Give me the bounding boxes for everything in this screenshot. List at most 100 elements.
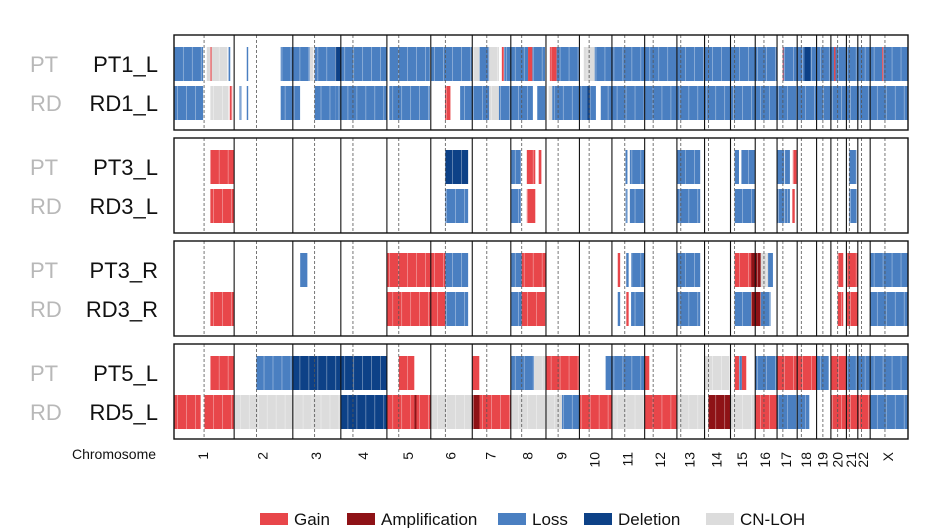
segment-gap — [757, 356, 758, 390]
segment-gap — [721, 356, 722, 390]
segment-gap — [802, 150, 803, 184]
segment-gap — [505, 47, 507, 81]
segment-gap — [634, 189, 636, 223]
segment-gap — [505, 150, 507, 184]
segment-gap — [239, 292, 241, 326]
segment-gap — [828, 47, 830, 81]
row-sample-label: PT1_L — [93, 52, 158, 77]
segment-gap — [706, 292, 708, 326]
segment-amp — [708, 395, 731, 429]
segment-gap — [245, 150, 247, 184]
segment-gap — [793, 253, 794, 287]
segment-cnloh — [510, 395, 546, 429]
segment-loss — [730, 47, 756, 81]
segment-loss — [617, 292, 621, 326]
segment-gap — [425, 356, 426, 390]
segment-gap — [491, 86, 492, 120]
segment-gap — [643, 189, 645, 223]
segment-loss — [246, 47, 249, 81]
legend-label: Loss — [532, 510, 568, 528]
segment-gap — [383, 86, 385, 120]
segment-gap — [380, 356, 381, 390]
segment-gap — [837, 356, 839, 390]
segment-loss — [704, 47, 731, 81]
segment-gap — [721, 47, 722, 81]
segment-gap — [320, 189, 322, 223]
segment-gain — [792, 150, 797, 184]
segment-gap — [514, 356, 516, 390]
segment-gap — [685, 253, 686, 287]
segment-gap — [461, 47, 462, 81]
segment-gap — [275, 189, 277, 223]
segment-gap — [401, 292, 403, 326]
segment-loss — [738, 356, 742, 390]
segment-gap — [437, 395, 438, 429]
segment-gap — [284, 86, 286, 120]
segment-gap — [398, 253, 399, 287]
segment-gap — [733, 292, 735, 326]
segment-gap — [805, 395, 806, 429]
segment-gap — [425, 47, 426, 81]
segment-gap — [751, 86, 752, 120]
segment-gap — [437, 86, 438, 120]
segment-gap — [434, 150, 435, 184]
segment-gap — [428, 395, 429, 429]
segment-gap — [401, 86, 403, 120]
segment-cnloh — [534, 356, 546, 390]
segment-gap — [338, 189, 340, 223]
panel-2 — [173, 137, 909, 234]
segment-gap — [828, 150, 830, 184]
segment-gap — [559, 356, 561, 390]
segment-gap — [308, 47, 310, 81]
segment-gap — [604, 150, 606, 184]
segment-gain — [174, 395, 201, 429]
segment-gap — [631, 150, 633, 184]
segment-gap — [416, 356, 417, 390]
row-group-label: PT — [30, 155, 58, 180]
segment-gap — [218, 47, 220, 81]
segment-gap — [679, 189, 681, 223]
segment-gain — [830, 356, 847, 390]
segment-gap — [488, 47, 489, 81]
segment-loss — [870, 253, 908, 287]
segment-gap — [230, 86, 232, 120]
segment-gap — [577, 356, 579, 390]
segment-gap — [437, 189, 438, 223]
segment-gap — [362, 47, 364, 81]
segment-gap — [293, 86, 295, 120]
segment-gap — [500, 292, 501, 326]
segment-gap — [356, 292, 358, 326]
segment-loss — [830, 86, 847, 120]
segment-gap — [329, 86, 331, 120]
segment-gap — [356, 189, 358, 223]
segment-gap — [885, 395, 887, 429]
segment-amp — [472, 395, 480, 429]
segment-gap — [766, 47, 767, 81]
segment-loss — [479, 47, 490, 81]
segment-gap — [407, 356, 408, 390]
segment-gap — [509, 86, 510, 120]
segment-gap — [479, 253, 480, 287]
segment-gap — [186, 189, 187, 223]
segment-gap — [419, 86, 420, 120]
segment-gap — [257, 292, 259, 326]
segment-gap — [380, 47, 381, 81]
segment-gap — [580, 189, 582, 223]
segment-gain — [741, 356, 747, 390]
segment-gap — [419, 189, 420, 223]
segment-gap — [757, 150, 758, 184]
segment-loss — [857, 47, 871, 81]
segment-gap — [850, 189, 851, 223]
segment-loss — [816, 47, 831, 81]
segment-gap — [407, 150, 408, 184]
segment-gap — [616, 292, 618, 326]
segment-gap — [903, 292, 905, 326]
segment-gap — [679, 86, 681, 120]
segment-gap — [425, 253, 426, 287]
segment-gap — [541, 150, 543, 184]
segment-gap — [712, 47, 713, 81]
segment-gap — [775, 356, 776, 390]
chromosome-tick-label: 3 — [308, 452, 324, 460]
segment-gap — [518, 189, 519, 223]
panel-frame — [173, 343, 909, 440]
